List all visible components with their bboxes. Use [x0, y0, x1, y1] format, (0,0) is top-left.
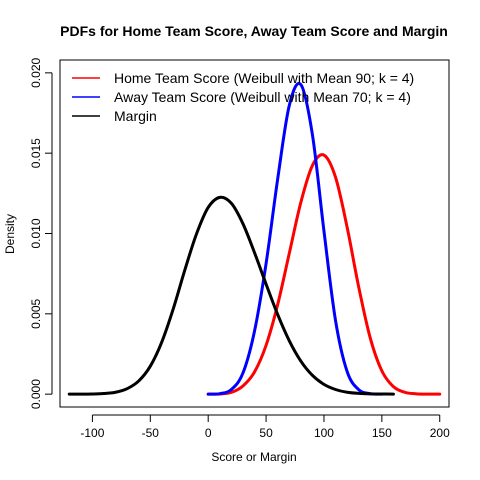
legend: Home Team Score (Weibull with Mean 90; k… [72, 70, 414, 124]
y-axis-title: Density [3, 214, 17, 254]
x-axis-title: Score or Margin [211, 450, 296, 464]
y-tick-label: 0.000 [29, 379, 43, 409]
x-tick-label: -50 [142, 426, 160, 440]
legend-label: Away Team Score (Weibull with Mean 70; k… [114, 89, 411, 105]
chart-title: PDFs for Home Team Score, Away Team Scor… [60, 23, 448, 39]
series-lines [67, 81, 442, 396]
y-axis: 0.000 0.005 0.010 0.015 0.020 [29, 58, 53, 409]
x-axis: -100 -50 0 50 100 150 200 [80, 414, 450, 440]
y-tick-label: 0.010 [29, 218, 43, 248]
legend-label: Margin [114, 108, 157, 124]
legend-label: Home Team Score (Weibull with Mean 90; k… [114, 70, 414, 86]
x-tick-label: -100 [80, 426, 104, 440]
x-tick-label: 200 [430, 426, 450, 440]
y-tick-label: 0.005 [29, 298, 43, 328]
y-tick-label: 0.020 [29, 58, 43, 88]
x-tick-label: 50 [259, 426, 273, 440]
x-tick-label: 0 [205, 426, 212, 440]
x-tick-label: 150 [372, 426, 392, 440]
plot-frame [59, 59, 450, 408]
y-tick-label: 0.015 [29, 138, 43, 168]
series-line-2 [206, 81, 384, 396]
x-tick-label: 100 [314, 426, 334, 440]
series-line-3 [67, 195, 395, 396]
series-line-1 [206, 153, 442, 396]
